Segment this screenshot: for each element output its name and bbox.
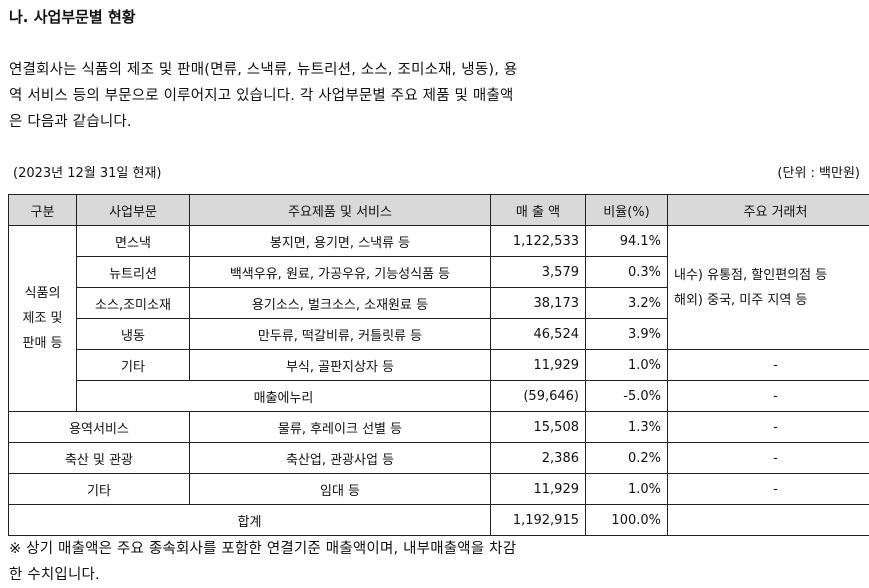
category-food-line: 제조 및	[22, 311, 62, 326]
segment-cell: 소스,조미소재	[77, 288, 190, 319]
total-label-cell: 합계	[9, 505, 491, 536]
category-food-line: 식품의	[25, 286, 61, 301]
category-cell: 용역서비스	[9, 412, 190, 443]
customers-cell: -	[668, 474, 869, 505]
sales-cell: 3,579	[491, 257, 586, 288]
sales-cell: 11,929	[491, 350, 586, 381]
table-row: 식품의 제조 및 판매 등 면스낵 봉지면, 용기면, 스낵류 등 1,122,…	[9, 226, 869, 257]
section-heading: 나. 사업부문별 현황	[9, 6, 136, 27]
customers-line: 해외) 중국, 미주 지역 등	[674, 293, 807, 308]
category-food-line: 판매 등	[22, 336, 62, 351]
table-row: 축산 및 관광 축산업, 관광사업 등 2,386 0.2% -	[9, 443, 869, 474]
customers-cell: -	[668, 381, 869, 412]
table-row: 기타 부식, 골판지상자 등 11,929 1.0% -	[9, 350, 869, 381]
category-food-cell: 식품의 제조 및 판매 등	[9, 226, 77, 412]
segment-sales-table: 구분 사업부문 주요제품 및 서비스 매 출 액 비율(%) 주요 거래처 식품…	[8, 194, 869, 536]
table-row: 기타 임대 등 11,929 1.0% -	[9, 474, 869, 505]
ratio-cell: 0.2%	[586, 443, 668, 474]
sales-cell: (59,646)	[491, 381, 586, 412]
total-sales-cell: 1,192,915	[491, 505, 586, 536]
sales-cell: 46,524	[491, 319, 586, 350]
sales-cell: 2,386	[491, 443, 586, 474]
products-cell: 만두류, 떡갈비류, 커틀릿류 등	[190, 319, 491, 350]
elimination-label-cell: 매출에누리	[77, 381, 491, 412]
customers-cell: -	[668, 412, 869, 443]
unit-label: (단위 : 백만원)	[777, 162, 860, 181]
sales-cell: 38,173	[491, 288, 586, 319]
table-row: 용역서비스 물류, 후레이크 선별 등 15,508 1.3% -	[9, 412, 869, 443]
sales-cell: 1,122,533	[491, 226, 586, 257]
category-cell: 축산 및 관광	[9, 443, 190, 474]
table-header-row: 구분 사업부문 주요제품 및 서비스 매 출 액 비율(%) 주요 거래처	[9, 195, 869, 226]
ratio-cell: 0.3%	[586, 257, 668, 288]
customers-cell: -	[668, 350, 869, 381]
customers-cell: -	[668, 443, 869, 474]
ratio-cell: 94.1%	[586, 226, 668, 257]
segment-cell: 면스낵	[77, 226, 190, 257]
header-category: 구분	[9, 195, 77, 226]
ratio-cell: 1.3%	[586, 412, 668, 443]
intro-line: 역 서비스 등의 부문으로 이루어지고 있습니다. 각 사업부문별 주요 제품 …	[9, 83, 649, 109]
customers-line: 내수) 유통점, 할인편의점 등	[674, 268, 827, 283]
ratio-cell: 3.9%	[586, 319, 668, 350]
sales-cell: 11,929	[491, 474, 586, 505]
ratio-cell: 1.0%	[586, 474, 668, 505]
total-row: 합계 1,192,915 100.0%	[9, 505, 869, 536]
intro-line: 은 다음과 같습니다.	[9, 109, 649, 135]
ratio-cell: 3.2%	[586, 288, 668, 319]
products-cell: 임대 등	[190, 474, 491, 505]
table-row: 매출에누리 (59,646) -5.0% -	[9, 381, 869, 412]
as-of-date: (2023년 12월 31일 현재)	[13, 162, 162, 181]
sales-cell: 15,508	[491, 412, 586, 443]
products-cell: 용기소스, 벌크소스, 소재원료 등	[190, 288, 491, 319]
footnote-line: ※ 상기 매출액은 주요 종속회사를 포함한 연결기준 매출액이며, 내부매출액…	[9, 536, 516, 562]
ratio-cell: 1.0%	[586, 350, 668, 381]
products-cell: 백색우유, 원료, 가공우유, 기능성식품 등	[190, 257, 491, 288]
category-cell: 기타	[9, 474, 190, 505]
total-customers-cell	[668, 505, 869, 536]
segment-cell: 냉동	[77, 319, 190, 350]
footnote: ※ 상기 매출액은 주요 종속회사를 포함한 연결기준 매출액이며, 내부매출액…	[9, 536, 516, 588]
products-cell: 봉지면, 용기면, 스낵류 등	[190, 226, 491, 257]
header-segment: 사업부문	[77, 195, 190, 226]
segment-cell: 뉴트리션	[77, 257, 190, 288]
header-sales: 매 출 액	[491, 195, 586, 226]
footnote-line: 한 수치입니다.	[9, 562, 516, 588]
total-ratio-cell: 100.0%	[586, 505, 668, 536]
customers-cell: 내수) 유통점, 할인편의점 등 해외) 중국, 미주 지역 등	[668, 226, 869, 350]
header-products: 주요제품 및 서비스	[190, 195, 491, 226]
products-cell: 축산업, 관광사업 등	[190, 443, 491, 474]
intro-line: 연결회사는 식품의 제조 및 판매(면류, 스낵류, 뉴트리션, 소스, 조미소…	[9, 57, 649, 83]
products-cell: 물류, 후레이크 선별 등	[190, 412, 491, 443]
segment-cell: 기타	[77, 350, 190, 381]
products-cell: 부식, 골판지상자 등	[190, 350, 491, 381]
header-ratio: 비율(%)	[586, 195, 668, 226]
ratio-cell: -5.0%	[586, 381, 668, 412]
intro-paragraph: 연결회사는 식품의 제조 및 판매(면류, 스낵류, 뉴트리션, 소스, 조미소…	[9, 57, 649, 135]
header-customers: 주요 거래처	[668, 195, 869, 226]
